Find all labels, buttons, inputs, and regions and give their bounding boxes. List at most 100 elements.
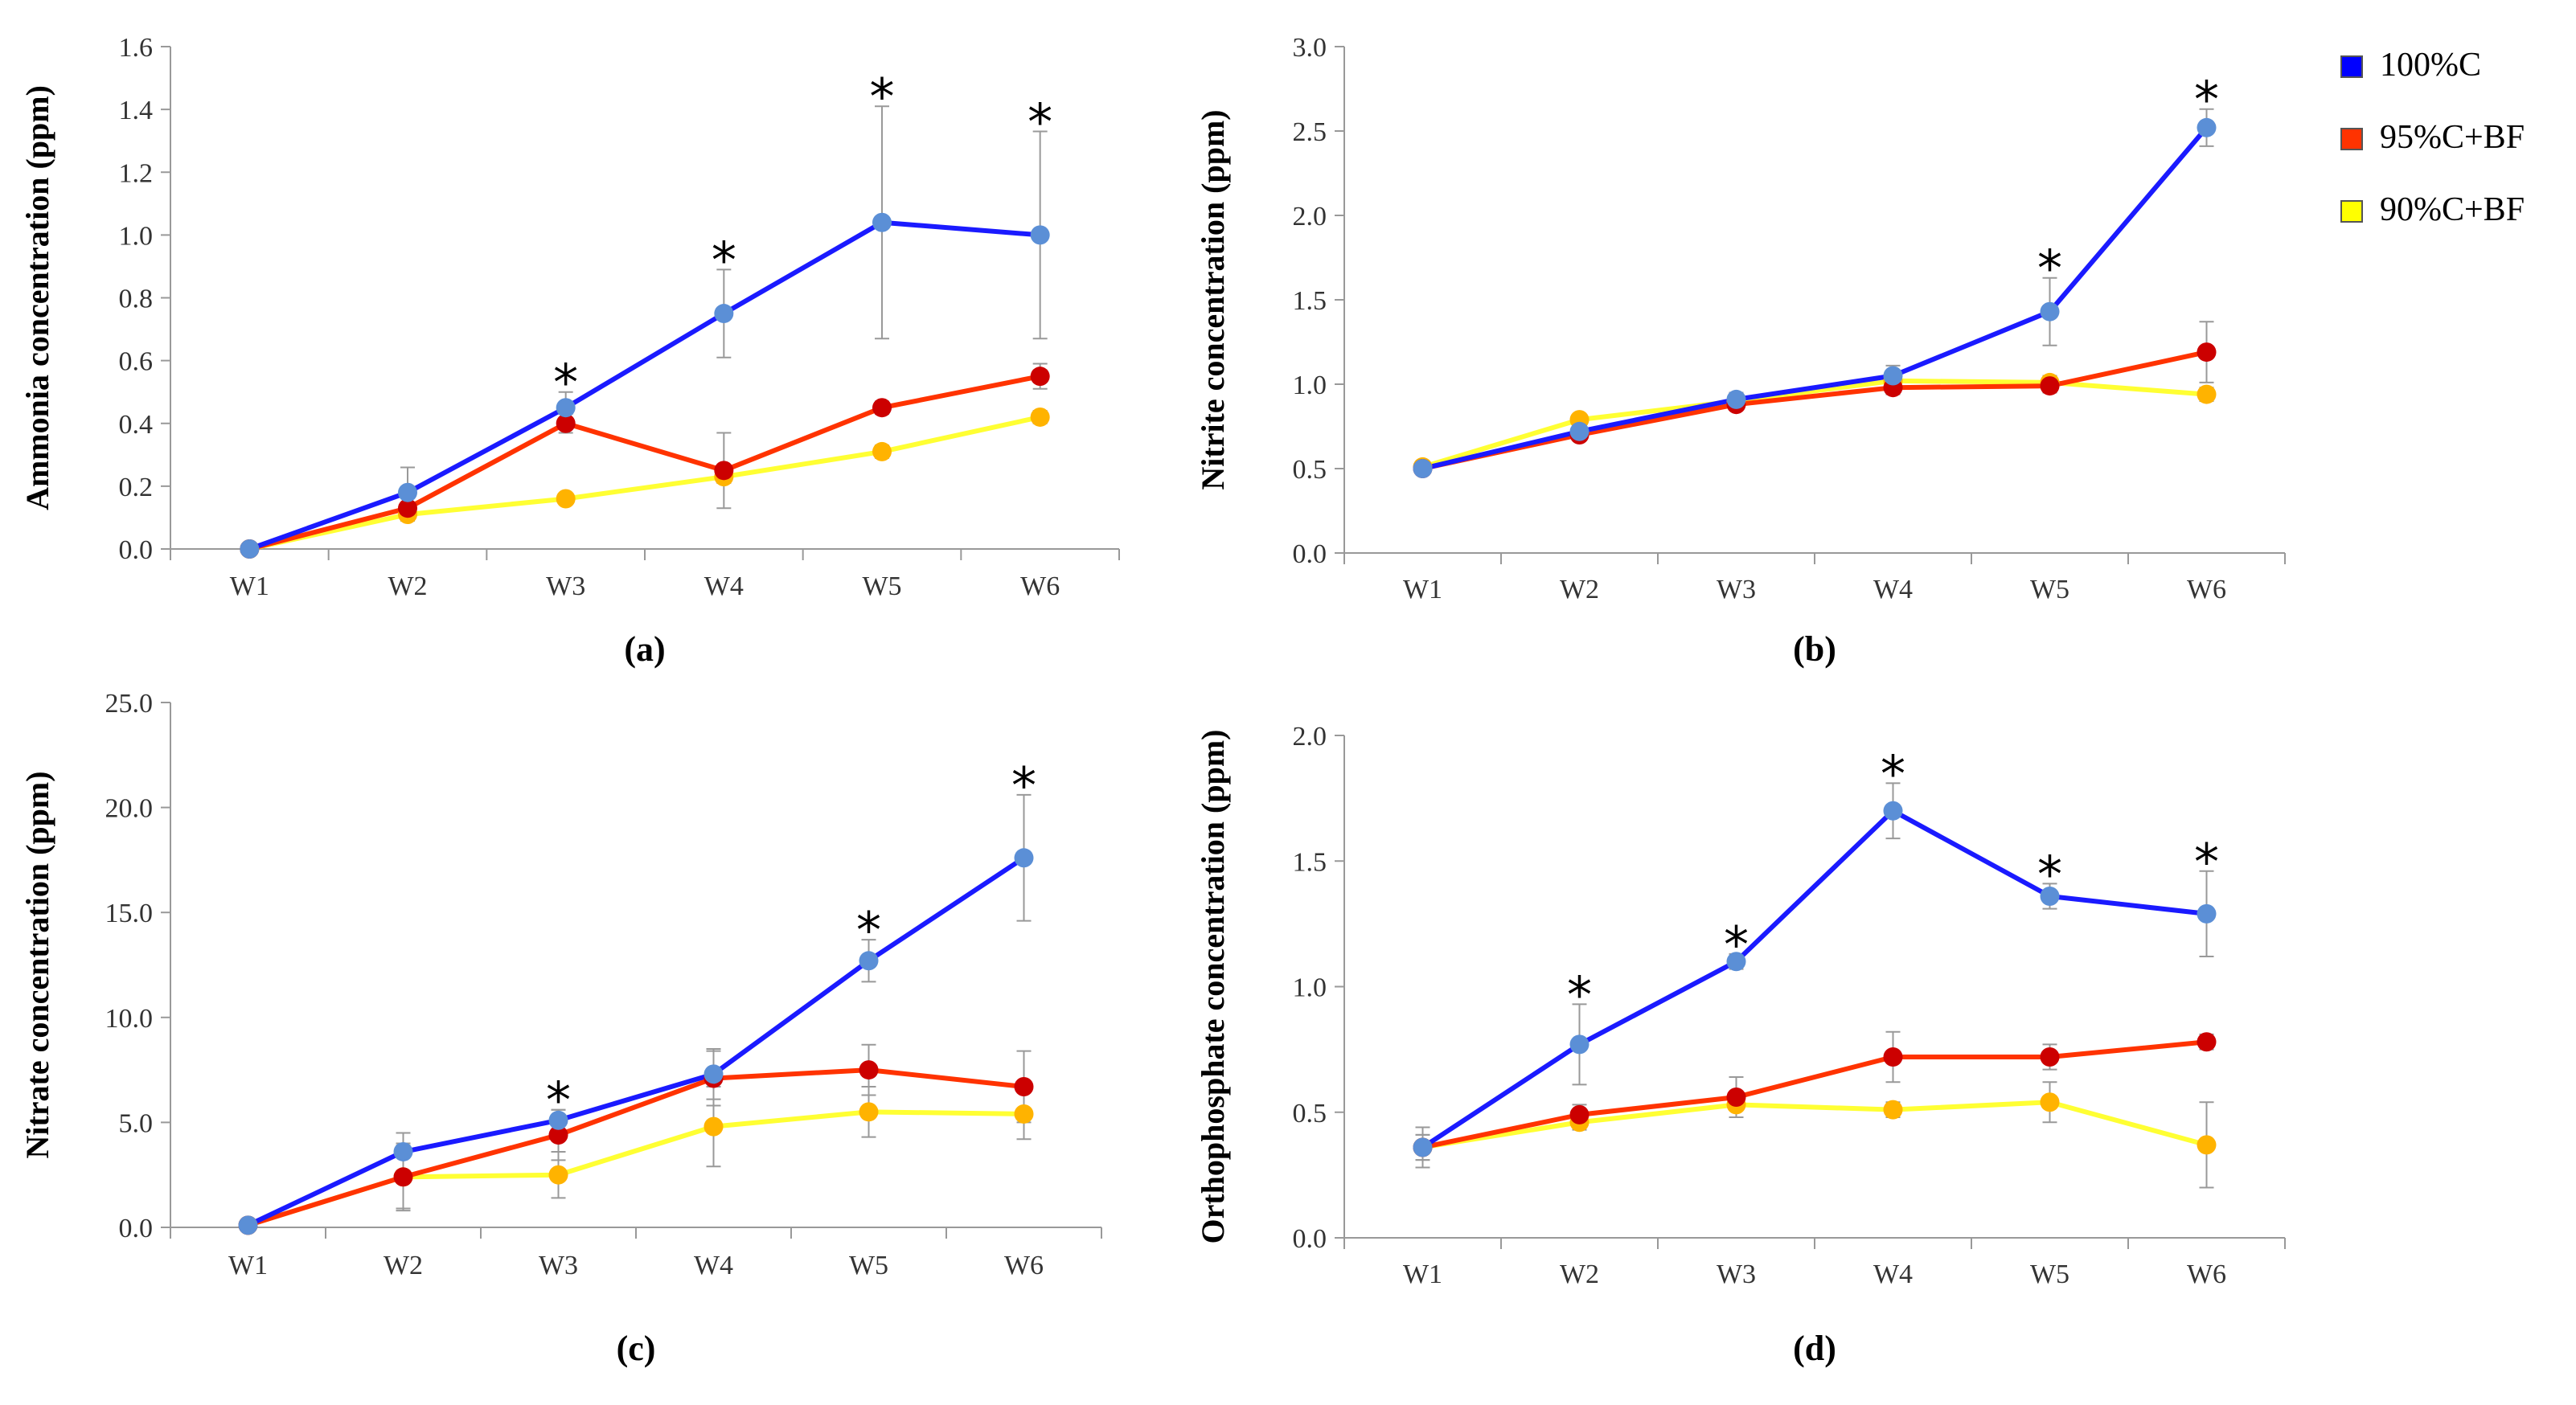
legend-swatch [2340, 128, 2363, 150]
y-tick-label: 15.0 [105, 899, 154, 928]
data-point-100-c [398, 482, 417, 502]
data-point-90-c-bf [2197, 384, 2217, 404]
chart-panel-2: 0.0 0.5 1.0 1.5 2.0 2.5 3.0 W1 W2 W3 W4 W5 W6 Nitrite… [1195, 33, 2286, 669]
chart-panel-1: 0.0 0.2 0.4 0.6 0.8 1.0 1.2 1.4 1.6 W1 W2 W3 W4 W5 W6 A… [19, 33, 1120, 669]
data-point-100-c [703, 1064, 724, 1084]
series-line-95-c-bf [247, 374, 1043, 551]
data-point-100-c [1030, 225, 1050, 245]
y-axis-title: Nitrate concentration (ppm) [19, 771, 55, 1158]
x-tick-label: W6 [2187, 1260, 2226, 1289]
significance-star: * [712, 231, 736, 289]
significance-star: * [856, 901, 881, 960]
legend-swatch [2340, 200, 2363, 223]
data-point-100-c [1726, 389, 1746, 409]
data-point-95-c-bf [872, 398, 892, 418]
legend-label: 90%C+BF [2380, 191, 2525, 228]
panel-label: (b) [1793, 629, 1836, 669]
data-point-100-c [1883, 801, 1903, 821]
data-point-95-c-bf [556, 413, 576, 433]
x-tick-label: W5 [2030, 1260, 2069, 1289]
significance-star: * [546, 1071, 571, 1130]
data-point-100-c [393, 1141, 413, 1161]
data-point-100-c [859, 951, 879, 971]
x-tick-label: W5 [2030, 575, 2069, 604]
y-tick-label: 0.8 [119, 285, 154, 314]
data-point-90-c-bf [872, 441, 892, 461]
y-tick-label: 10.0 [105, 1004, 154, 1034]
x-tick-label: W1 [230, 571, 269, 601]
series-line-95-c-bf [245, 1067, 1027, 1228]
x-tick-label: W5 [862, 571, 901, 601]
y-tick-label: 25.0 [105, 689, 154, 719]
data-point-95-c-bf [1569, 1104, 1589, 1124]
significance-star: * [2037, 845, 2062, 903]
series-line-90-c-bf [247, 414, 1043, 551]
y-axis-title: Orthophosphate concentration (ppm) [1195, 729, 1231, 1243]
y-tick-label: 1.4 [119, 96, 154, 125]
series-line-95-c-bf [1420, 1039, 2209, 1150]
series-line-100-c [1420, 808, 2209, 1150]
data-point-95-c-bf [1726, 1088, 1746, 1107]
significance-star: * [2037, 240, 2062, 298]
significance-star: * [1011, 756, 1036, 815]
data-point-90-c-bf [859, 1102, 879, 1122]
x-tick-label: W3 [546, 571, 585, 601]
y-tick-label: 20.0 [105, 794, 154, 824]
data-point-100-c [714, 304, 734, 324]
x-tick-label: W3 [1717, 1260, 1756, 1289]
data-point-95-c-bf [398, 498, 417, 518]
data-point-95-c-bf [859, 1060, 879, 1080]
series-line-90-c-bf [1420, 378, 2209, 469]
significance-star: * [1724, 916, 1749, 974]
x-tick-label: W4 [1873, 1260, 1913, 1289]
y-tick-label: 0.5 [1293, 455, 1327, 485]
data-point-100-c [1883, 366, 1903, 386]
significance-star: * [1881, 744, 1905, 803]
y-tick-label: 0.0 [1293, 539, 1327, 569]
x-tick-label: W2 [384, 1251, 423, 1280]
significance-star: * [2194, 71, 2219, 129]
data-point-95-c-bf [2040, 1047, 2060, 1067]
x-tick-label: W1 [1403, 1260, 1442, 1289]
y-tick-label: 0.0 [119, 1214, 154, 1243]
y-tick-label: 0.5 [1293, 1099, 1327, 1129]
data-point-100-c [1413, 1137, 1433, 1157]
significance-star: * [553, 354, 578, 412]
data-point-95-c-bf [2197, 342, 2217, 363]
data-point-90-c-bf [1883, 1100, 1903, 1120]
data-point-100-c [1569, 1034, 1589, 1055]
x-tick-label: W6 [2187, 575, 2226, 604]
data-point-100-c [238, 1215, 258, 1235]
data-point-95-c-bf [548, 1125, 568, 1145]
data-point-95-c-bf [714, 461, 734, 481]
data-point-100-c [240, 539, 260, 559]
y-tick-label: 1.0 [1293, 973, 1327, 1003]
data-point-95-c-bf [2197, 1032, 2217, 1052]
data-point-100-c [1726, 952, 1746, 972]
x-tick-label: W6 [1020, 571, 1060, 601]
y-tick-label: 0.0 [119, 535, 154, 565]
data-point-95-c-bf [2040, 376, 2060, 396]
y-tick-label: 3.0 [1293, 33, 1327, 63]
series-line-100-c [245, 855, 1027, 1228]
x-tick-label: W4 [694, 1251, 733, 1280]
series-line-90-c-bf [1420, 1100, 2209, 1150]
panel-label: (c) [617, 1329, 656, 1368]
data-point-100-c [1014, 848, 1034, 868]
x-tick-label: W3 [1717, 575, 1756, 604]
x-tick-label: W4 [704, 571, 744, 601]
legend-label: 95%C+BF [2380, 119, 2525, 156]
series-line-100-c [247, 219, 1043, 551]
x-tick-label: W2 [388, 571, 427, 601]
y-tick-label: 5.0 [119, 1108, 154, 1138]
y-tick-label: 2.0 [1293, 722, 1327, 752]
data-point-100-c [2197, 117, 2217, 137]
y-tick-label: 1.2 [119, 158, 154, 188]
y-tick-label: 0.0 [1293, 1224, 1327, 1254]
y-tick-label: 1.5 [1293, 847, 1327, 877]
panel-label: (d) [1793, 1329, 1836, 1368]
x-tick-label: W6 [1004, 1251, 1044, 1280]
y-tick-label: 0.4 [119, 410, 154, 440]
y-tick-label: 1.0 [1293, 371, 1327, 400]
